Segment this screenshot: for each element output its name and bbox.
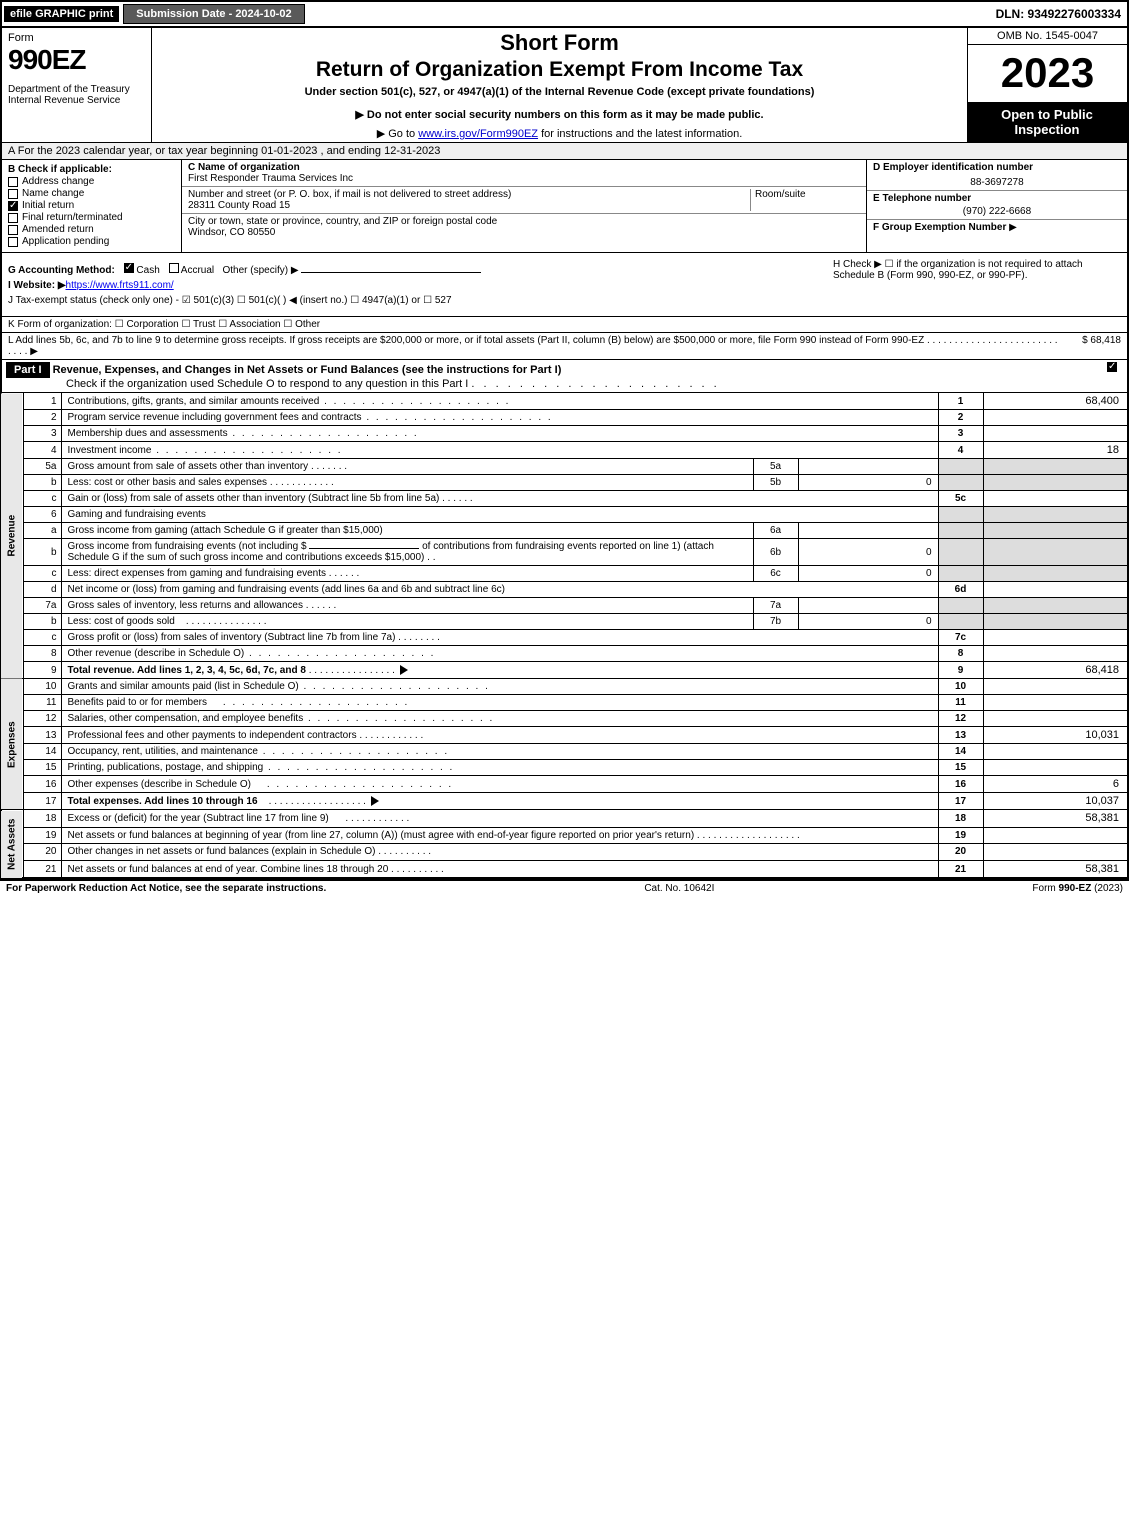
line-19: 19Net assets or fund balances at beginni… <box>1 827 1128 844</box>
check-final[interactable]: Final return/terminated <box>8 212 175 223</box>
line-1: Revenue 1 Contributions, gifts, grants, … <box>1 393 1128 410</box>
part-i-title: Revenue, Expenses, and Changes in Net As… <box>53 364 562 376</box>
footer-left: For Paperwork Reduction Act Notice, see … <box>6 883 326 894</box>
line-3: 3Membership dues and assessments 3 <box>1 426 1128 442</box>
header-right: OMB No. 1545-0047 2023 Open to Public In… <box>967 28 1127 142</box>
page-footer: For Paperwork Reduction Act Notice, see … <box>0 879 1129 896</box>
i-website: I Website: ▶https://www.frts911.com/ <box>8 280 821 291</box>
form-number: 990EZ <box>8 44 145 76</box>
check-name[interactable]: Name change <box>8 188 175 199</box>
part-i-checkbox[interactable] <box>1107 362 1117 372</box>
line-7b: bLess: cost of goods sold . . . . . . . … <box>1 614 1128 630</box>
goto-link-line: ▶ Go to www.irs.gov/Form990EZ for instru… <box>154 127 965 140</box>
line-4: 4Investment income 418 <box>1 442 1128 459</box>
line-7a: 7aGross sales of inventory, less returns… <box>1 598 1128 614</box>
c-city: City or town, state or province, country… <box>182 214 866 240</box>
goto-link[interactable]: www.irs.gov/Form990EZ <box>418 128 538 140</box>
website-link[interactable]: https://www.frts911.com/ <box>66 280 174 291</box>
section-bcdef: B Check if applicable: Address change Na… <box>0 160 1129 253</box>
tax-year: 2023 <box>967 45 1127 103</box>
line-9: 9Total revenue. Add lines 1, 2, 3, 4, 5c… <box>1 662 1128 679</box>
accrual-check[interactable] <box>169 263 179 273</box>
footer-center: Cat. No. 10642I <box>644 883 714 894</box>
l-amount: $ 68,418 <box>1062 335 1121 346</box>
ghij-left: G Accounting Method: Cash Accrual Other … <box>2 253 827 316</box>
c-addr: Number and street (or P. O. box, if mail… <box>182 187 866 214</box>
j-tax-status: J Tax-exempt status (check only one) - ☑… <box>8 295 821 306</box>
header-left: Form 990EZ Department of the Treasury In… <box>2 28 152 142</box>
line-12: 12Salaries, other compensation, and empl… <box>1 711 1128 727</box>
line-5b: bLess: cost or other basis and sales exp… <box>1 475 1128 491</box>
top-bar-left: efile GRAPHIC print Submission Date - 20… <box>4 4 305 24</box>
line-10: Expenses 10Grants and similar amounts pa… <box>1 679 1128 695</box>
line-14: 14Occupancy, rent, utilities, and mainte… <box>1 744 1128 760</box>
line-5c: cGain or (loss) from sale of assets othe… <box>1 491 1128 507</box>
submission-date: Submission Date - 2024-10-02 <box>123 4 304 24</box>
line-11: 11Benefits paid to or for members 11 <box>1 695 1128 711</box>
section-a: A For the 2023 calendar year, or tax yea… <box>0 143 1129 160</box>
line-6a: aGross income from gaming (attach Schedu… <box>1 523 1128 539</box>
check-address[interactable]: Address change <box>8 176 175 187</box>
efile-button[interactable]: efile GRAPHIC print <box>4 6 119 22</box>
section-k: K Form of organization: ☐ Corporation ☐ … <box>0 317 1129 333</box>
line-18: Net Assets 18Excess or (deficit) for the… <box>1 810 1128 828</box>
line-16: 16Other expenses (describe in Schedule O… <box>1 776 1128 793</box>
dln: DLN: 93492276003334 <box>996 7 1125 21</box>
col-c: C Name of organization First Responder T… <box>182 160 867 252</box>
line-6d: dNet income or (loss) from gaming and fu… <box>1 582 1128 598</box>
footer-right: Form 990-EZ (2023) <box>1032 883 1123 894</box>
check-amended[interactable]: Amended return <box>8 224 175 235</box>
part-i-header: Part I Revenue, Expenses, and Changes in… <box>0 360 1129 393</box>
line-6: 6Gaming and fundraising events <box>1 507 1128 523</box>
line-6b: b Gross income from fundraising events (… <box>1 539 1128 566</box>
return-title: Return of Organization Exempt From Incom… <box>154 58 965 82</box>
short-form-title: Short Form <box>154 30 965 56</box>
line-20: 20Other changes in net assets or fund ba… <box>1 844 1128 861</box>
col-def: D Employer identification number 88-3697… <box>867 160 1127 252</box>
goto-prefix: ▶ Go to <box>377 128 418 140</box>
goto-suffix: for instructions and the latest informat… <box>538 128 742 140</box>
header-center: Short Form Return of Organization Exempt… <box>152 28 967 142</box>
top-bar: efile GRAPHIC print Submission Date - 20… <box>0 0 1129 28</box>
part-i-checknote: Check if the organization used Schedule … <box>6 378 1093 390</box>
netassets-side: Net Assets <box>1 810 23 879</box>
line-2: 2Program service revenue including gover… <box>1 410 1128 426</box>
revenue-side: Revenue <box>1 393 23 679</box>
b-label: B Check if applicable: <box>8 164 175 175</box>
line-17: 17Total expenses. Add lines 10 through 1… <box>1 793 1128 810</box>
part-i-table: Revenue 1 Contributions, gifts, grants, … <box>0 393 1129 879</box>
section-l: L Add lines 5b, 6c, and 7b to line 9 to … <box>0 333 1129 360</box>
omb-number: OMB No. 1545-0047 <box>967 28 1127 45</box>
c-name: C Name of organization First Responder T… <box>182 160 866 187</box>
ssn-warning: ▶ Do not enter social security numbers o… <box>154 108 965 121</box>
d-ein: D Employer identification number 88-3697… <box>867 160 1127 191</box>
line-13: 13Professional fees and other payments t… <box>1 727 1128 744</box>
expenses-side: Expenses <box>1 679 23 810</box>
check-pending[interactable]: Application pending <box>8 236 175 247</box>
line-6c: cLess: direct expenses from gaming and f… <box>1 566 1128 582</box>
part-i-label: Part I <box>6 362 50 378</box>
dept: Department of the Treasury Internal Reve… <box>8 84 145 106</box>
line-15: 15Printing, publications, postage, and s… <box>1 760 1128 776</box>
line-7c: cGross profit or (loss) from sales of in… <box>1 630 1128 646</box>
line-21: 21Net assets or fund balances at end of … <box>1 860 1128 878</box>
col-b: B Check if applicable: Address change Na… <box>2 160 182 252</box>
subtitle: Under section 501(c), 527, or 4947(a)(1)… <box>154 86 965 98</box>
h-schedule-b: H Check ▶ ☐ if the organization is not r… <box>827 253 1127 316</box>
form-header: Form 990EZ Department of the Treasury In… <box>0 28 1129 143</box>
line-8: 8Other revenue (describe in Schedule O) … <box>1 646 1128 662</box>
line-5a: 5aGross amount from sale of assets other… <box>1 459 1128 475</box>
cash-check[interactable] <box>124 263 134 273</box>
e-phone: E Telephone number (970) 222-6668 <box>867 191 1127 220</box>
g-accounting: G Accounting Method: Cash Accrual Other … <box>8 263 821 276</box>
f-group: F Group Exemption Number ▶ <box>867 220 1127 235</box>
l-text: L Add lines 5b, 6c, and 7b to line 9 to … <box>8 335 1062 357</box>
check-initial[interactable]: Initial return <box>8 200 175 211</box>
form-label: Form <box>8 32 145 44</box>
section-ghij: G Accounting Method: Cash Accrual Other … <box>0 253 1129 317</box>
open-to-public: Open to Public Inspection <box>967 103 1127 142</box>
